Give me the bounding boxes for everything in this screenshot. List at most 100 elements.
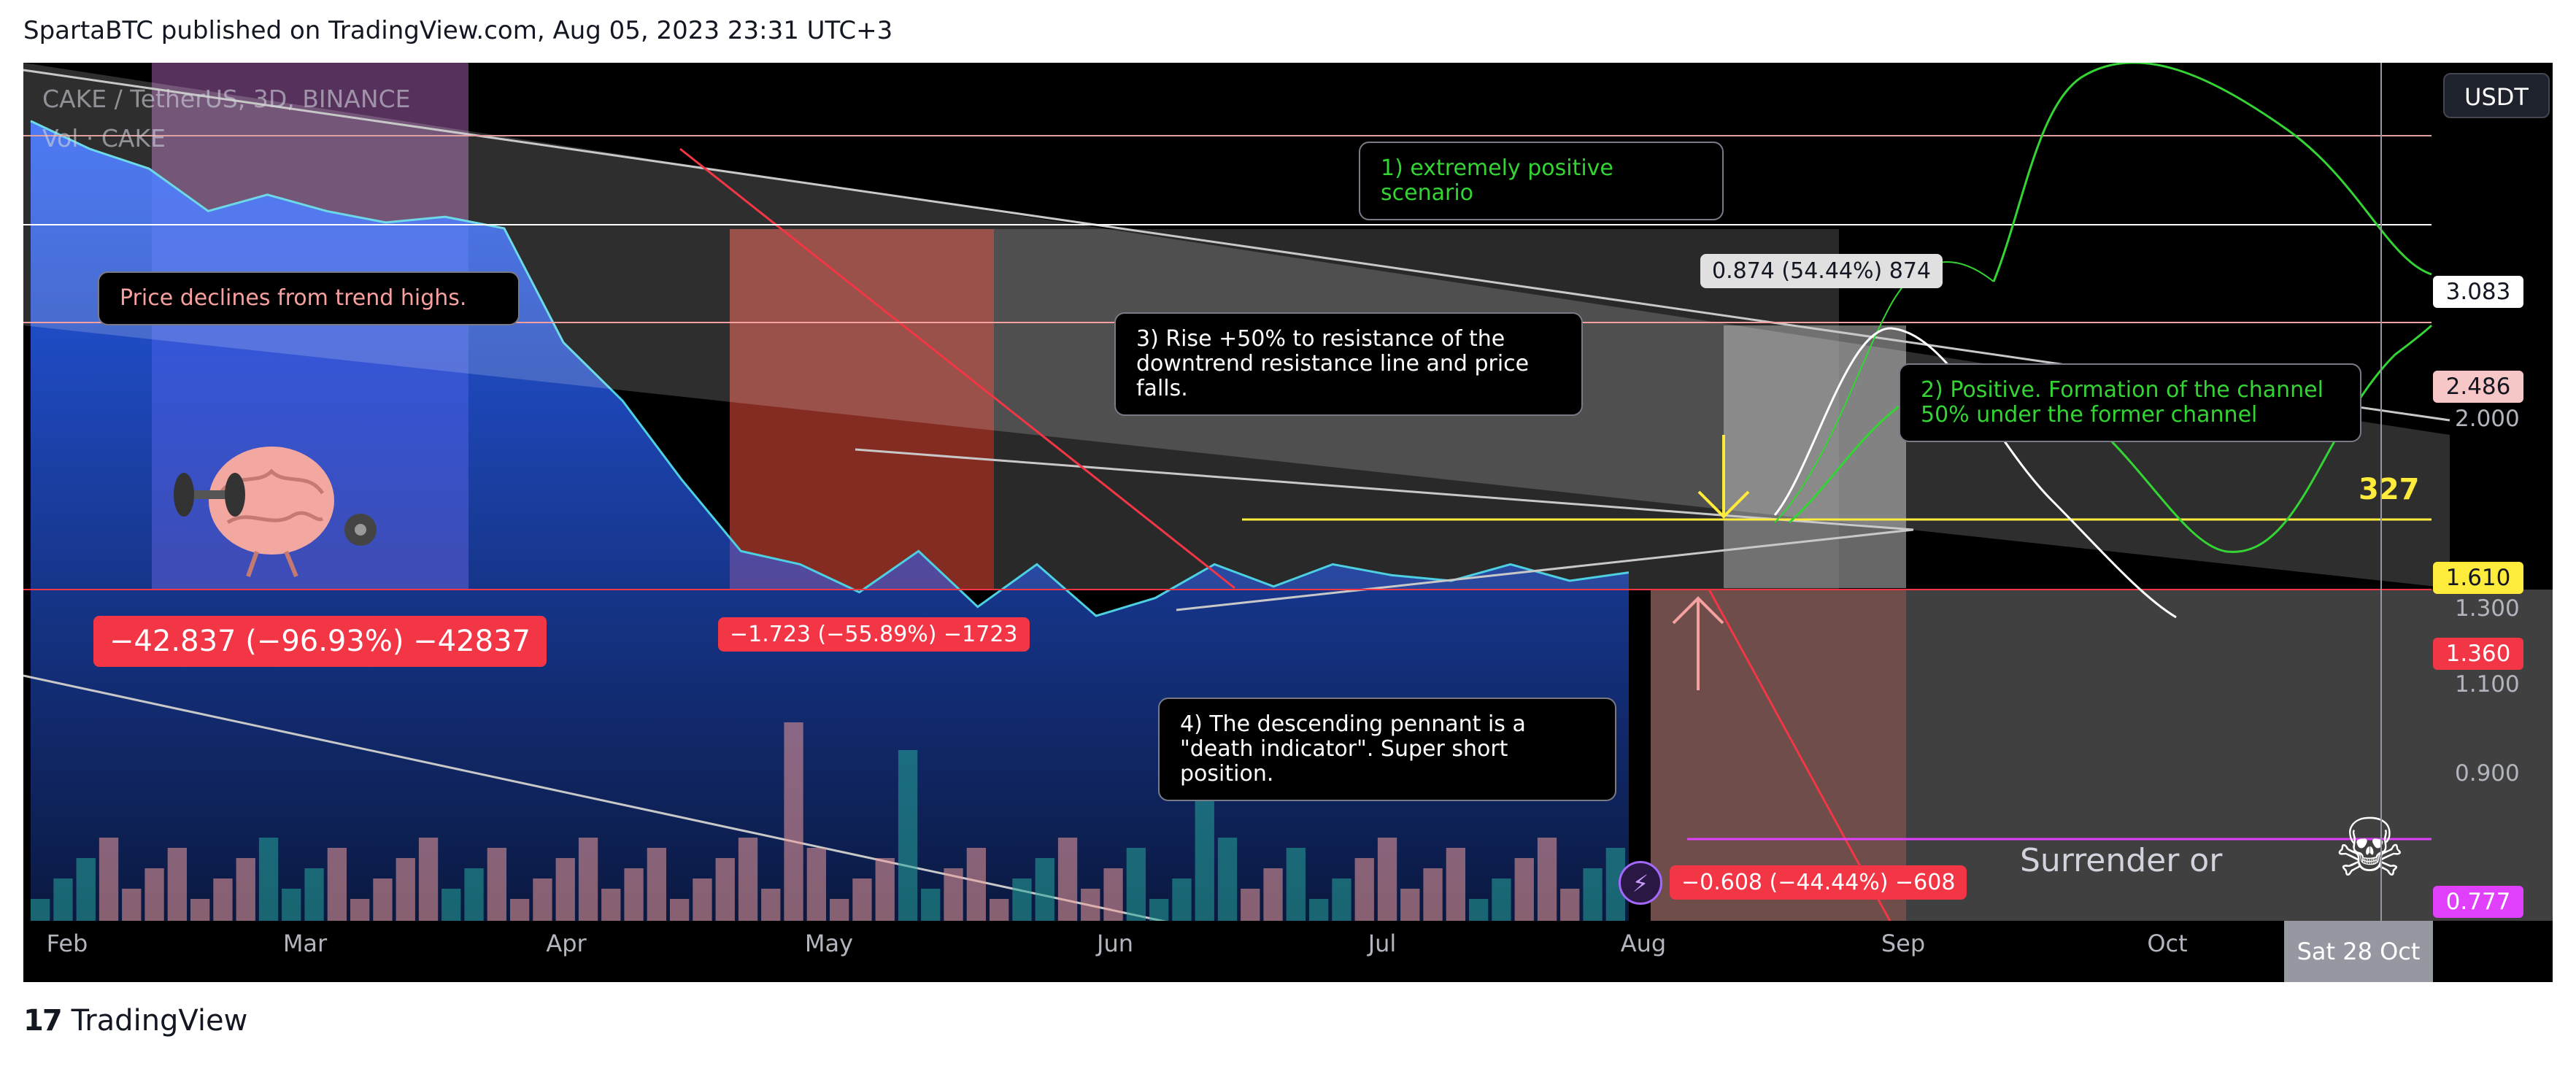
- volume-bar: [122, 889, 142, 921]
- brain-illustration: [162, 420, 381, 581]
- volume-bar: [373, 878, 393, 921]
- alert-icon[interactable]: ⚡: [1619, 861, 1662, 905]
- volume-bar: [190, 899, 210, 921]
- volume-bar: [784, 722, 803, 921]
- volume-bar: [487, 848, 506, 921]
- volume-bar: [1263, 868, 1283, 921]
- volume-bar: [921, 889, 941, 921]
- symbol-title: CAKE / TetherUS, 3D, BINANCE: [42, 85, 411, 113]
- callout-price-declines: Price declines from trend highs.: [98, 271, 520, 325]
- crosshair-line: [2380, 63, 2382, 921]
- volume-bar: [1514, 858, 1534, 921]
- volume-bar: [76, 858, 96, 921]
- volume-bar: [510, 899, 530, 921]
- pennant-lower-line: [1176, 528, 1914, 611]
- time-axis-label: Oct: [2147, 930, 2188, 957]
- volume-bar: [31, 899, 50, 921]
- volume-bar: [1241, 889, 1260, 921]
- tradingview-logo[interactable]: 17 TradingView: [23, 1004, 247, 1038]
- callout-scenario3: 3) Rise +50% to resistance of the downtr…: [1114, 312, 1583, 416]
- volume-bar: [715, 858, 735, 921]
- volume-bar: [898, 750, 918, 921]
- volume-bar: [830, 899, 849, 921]
- currency-button[interactable]: USDT: [2443, 73, 2550, 118]
- volume-title: Vol · CAKE: [42, 124, 166, 152]
- price-line: [30, 120, 1630, 617]
- volume-bar: [852, 878, 872, 921]
- volume-bar: [1195, 778, 1214, 921]
- time-axis-label: Jun: [1097, 930, 1133, 957]
- volume-bar: [1012, 878, 1032, 921]
- volume-bar: [1081, 889, 1100, 921]
- volume-bar: [647, 848, 666, 921]
- time-axis-label: Aug: [1620, 930, 1667, 957]
- upside-zone: [1724, 325, 1906, 588]
- volume-bar: [601, 889, 621, 921]
- skull-icon: ☠: [2334, 801, 2406, 895]
- volume-bar: [99, 838, 119, 921]
- price-level-label: 3.083: [2433, 276, 2523, 308]
- volume-bar: [670, 899, 690, 921]
- callout-scenario2: 2) Positive. Formation of the channel 50…: [1899, 363, 2361, 442]
- volume-bar: [327, 848, 347, 921]
- axis-price-3: 1.100: [2455, 671, 2520, 698]
- tv-mark-icon: 17: [23, 1004, 63, 1038]
- volume-bar: [144, 868, 164, 921]
- volume-bar: [1035, 858, 1054, 921]
- volume-bar: [1583, 868, 1603, 921]
- volume-bar: [396, 858, 415, 921]
- volume-bar: [258, 838, 279, 921]
- volume-bar: [1217, 838, 1238, 921]
- volume-bar: [1423, 868, 1443, 921]
- price-level-label: 1.610: [2433, 562, 2523, 594]
- volume-bar: [624, 868, 644, 921]
- volume-bar: [944, 868, 963, 921]
- measure-badge-1: −42.837 (−96.93%) −42837: [93, 616, 547, 667]
- price-axis[interactable]: 2.000 1.300 1.100 0.900: [2429, 63, 2553, 921]
- volume-bar: [1354, 858, 1374, 921]
- volume-bar: [1057, 838, 1078, 921]
- volume-bar: [1377, 838, 1397, 921]
- volume-bar: [236, 858, 255, 921]
- measure-badge-4: −0.608 (−44.44%) −608: [1670, 865, 1967, 900]
- volume-bar: [966, 848, 986, 921]
- volume-bar: [1400, 889, 1420, 921]
- volume-bar: [693, 878, 712, 921]
- volume-bar: [304, 868, 324, 921]
- volume-bar: [213, 878, 233, 921]
- volume-bar: [761, 889, 781, 921]
- price-level-label: 0.777: [2433, 886, 2523, 918]
- volume-bar: [806, 848, 826, 921]
- measure-badge-3: 0.874 (54.44%) 874: [1700, 254, 1943, 288]
- callout-scenario1: 1) extremely positive scenario: [1359, 142, 1724, 220]
- scenario1-curve: [1774, 260, 1994, 523]
- crosshair-date: Sat 28 Oct: [2284, 921, 2433, 982]
- volume-bar: [1469, 899, 1489, 921]
- time-axis-label: Sep: [1881, 930, 1926, 957]
- volume-bar: [464, 868, 484, 921]
- axis-price-2: 1.300: [2455, 595, 2520, 622]
- time-axis-label: Mar: [282, 930, 328, 957]
- callout-scenario4: 4) The descending pennant is a "death in…: [1158, 698, 1616, 801]
- down-arrow: [1697, 435, 1750, 519]
- channel-top-line: [23, 69, 2450, 422]
- chart-panel[interactable]: CAKE / TetherUS, 3D, BINANCE Vol · CAKE …: [23, 63, 2553, 982]
- scenario1-projection: [1992, 63, 2432, 282]
- volume-bar: [555, 858, 575, 921]
- up-arrow: [1672, 596, 1724, 690]
- volume-bar: [350, 899, 370, 921]
- volume-bar: [1126, 848, 1146, 921]
- volume-bar: [1103, 868, 1123, 921]
- time-axis-label: Feb: [46, 930, 88, 957]
- volume-bar: [53, 878, 73, 921]
- volume-bar: [578, 838, 598, 921]
- volume-bar: [282, 889, 301, 921]
- countdown-label: 327: [2359, 473, 2420, 506]
- price-level-label: 1.360: [2433, 638, 2523, 670]
- measure-badge-2: −1.723 (−55.89%) −1723: [718, 617, 1030, 652]
- volume-bar: [990, 899, 1009, 921]
- time-axis[interactable]: Sat 28 Oct: [23, 921, 2553, 982]
- volume-bar: [1149, 899, 1169, 921]
- volume-bar: [1309, 899, 1329, 921]
- volume-bar: [1286, 848, 1306, 921]
